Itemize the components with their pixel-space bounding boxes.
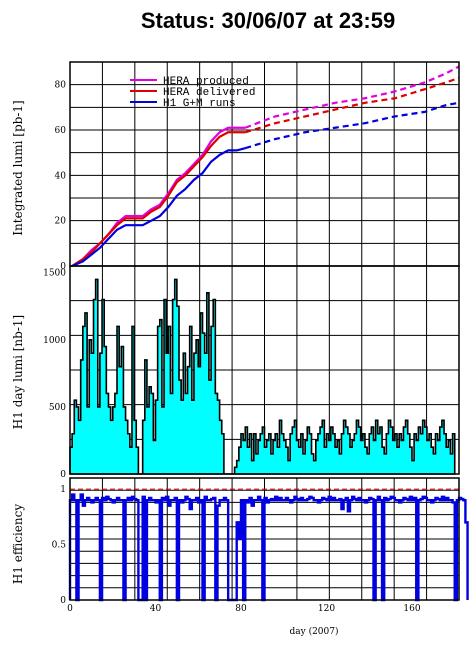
x-tick-label: 160 (403, 604, 420, 614)
series-line-1 (71, 131, 246, 267)
efficiency-ylabel: H1 efficiency (11, 504, 25, 584)
integrated-lumi-ylabel: Integrated lumi [pb-1] (11, 100, 25, 235)
y-tick-label: 40 (55, 171, 67, 181)
y-tick-label: 60 (55, 126, 67, 136)
series-projection-2 (244, 101, 460, 150)
y-tick-label: 0 (60, 470, 66, 480)
y-tick-label: 1500 (43, 269, 66, 279)
efficiency-histogram (68, 493, 469, 602)
figure-title: Status: 30/06/07 at 23:59 (141, 8, 395, 33)
panel-frame (69, 265, 460, 475)
y-tick-label: 0 (60, 596, 66, 606)
x-tick-label: 80 (235, 604, 247, 614)
y-tick-label: 0.5 (52, 541, 67, 551)
legend-entry: HERA produced (163, 76, 249, 88)
day-lumi-ylabel: H1 day lumi [nb-1] (11, 315, 25, 429)
y-tick-label: 1000 (43, 336, 66, 346)
y-tick-label: 1 (60, 485, 66, 495)
legend-entry: HERA delivered (163, 87, 255, 99)
y-tick-label: 500 (49, 403, 66, 413)
panel-frame (69, 477, 460, 601)
x-tick-label: 120 (318, 604, 335, 614)
x-axis-label: day (2007) (290, 626, 339, 637)
series-projection-1 (244, 76, 460, 134)
day-lumi-panel: 0 500 1000 1500 (43, 265, 460, 480)
y-tick-label: 80 (55, 81, 67, 91)
series-projection-0 (244, 65, 460, 129)
series-line-2 (71, 147, 246, 268)
legend-entry: H1 G+M runs (163, 98, 236, 110)
x-tick-label: 0 (67, 604, 73, 614)
x-tick-label: 40 (150, 604, 162, 614)
day-lumi-histogram (69, 278, 456, 475)
y-tick-label: 20 (55, 217, 67, 227)
y-tick-label: 0 (60, 262, 66, 272)
efficiency-panel: 0 0.5 1 0 40 80 120 160 (52, 477, 469, 614)
